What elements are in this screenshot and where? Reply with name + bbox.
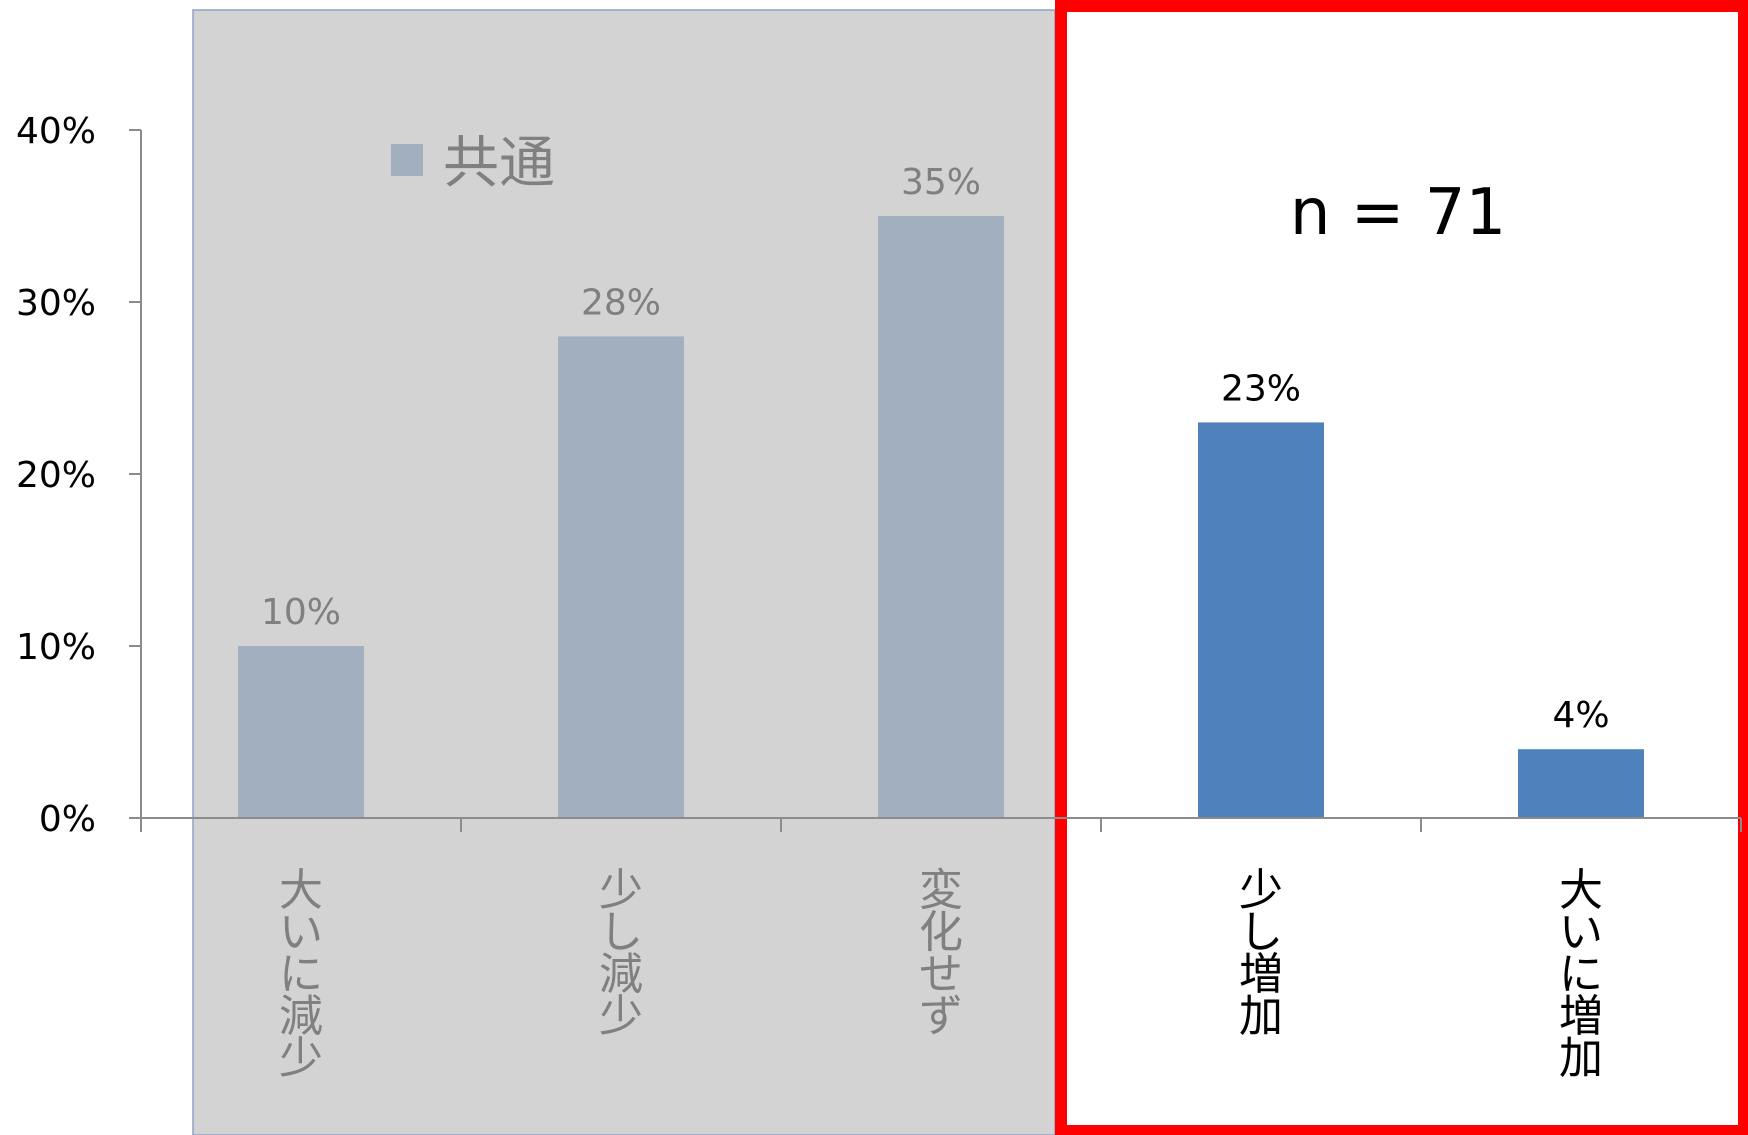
bar-value-label: 35% bbox=[901, 162, 981, 203]
legend: 共通 bbox=[391, 131, 555, 196]
category-label: 変化せず bbox=[919, 865, 963, 1042]
y-tick-label: 10% bbox=[16, 627, 96, 668]
legend-swatch bbox=[391, 144, 423, 176]
legend-label: 共通 bbox=[443, 131, 555, 196]
category-label: 少し減少 bbox=[599, 865, 643, 1042]
x-axis bbox=[140, 817, 1742, 832]
bars bbox=[238, 216, 1644, 818]
category-label: 大いに増加 bbox=[1559, 865, 1603, 1084]
bar bbox=[238, 646, 364, 818]
y-tick-label: 40% bbox=[16, 111, 96, 152]
bar bbox=[1198, 422, 1324, 818]
value-labels: 10% 28% 35% 23% 4% bbox=[261, 162, 1610, 736]
y-tick-label: 20% bbox=[16, 455, 96, 496]
bar-value-label: 4% bbox=[1552, 695, 1609, 736]
y-tick-label: 30% bbox=[16, 283, 96, 324]
bar bbox=[558, 336, 684, 818]
category-label: 少し増加 bbox=[1239, 865, 1283, 1042]
highlight-region bbox=[1055, 0, 1748, 1135]
sample-size-annotation: n = 71 bbox=[1290, 176, 1506, 250]
category-labels: 大いに減少 少し減少 変化せず 少し増加 大いに増加 bbox=[279, 865, 1603, 1084]
bar-value-label: 23% bbox=[1221, 368, 1301, 409]
bar-value-label: 28% bbox=[581, 282, 661, 323]
bar-value-label: 10% bbox=[261, 592, 341, 633]
category-label: 大いに減少 bbox=[279, 865, 323, 1084]
y-axis: 0% 10% 20% 30% 40% bbox=[16, 111, 142, 840]
y-tick-label: 0% bbox=[39, 799, 96, 840]
bar bbox=[878, 216, 1004, 818]
bar bbox=[1518, 749, 1644, 818]
